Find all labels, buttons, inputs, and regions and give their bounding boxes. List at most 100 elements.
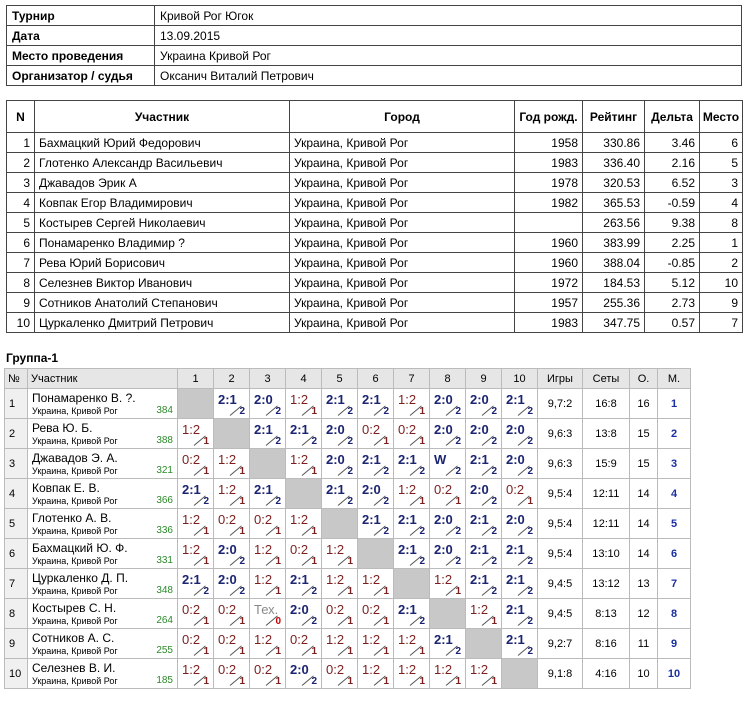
participant-name: Ковпак Е. В. <box>32 481 100 495</box>
score-cell: 1:2 1 <box>249 628 286 659</box>
player-cell: Сотников Анатолий Степанович <box>34 292 290 313</box>
score-cell: 0:2 1 <box>177 628 214 659</box>
player-cell: 2.16 <box>644 152 700 173</box>
points: 15 <box>629 418 658 449</box>
score-cell: 2:1 2 <box>465 568 502 599</box>
info-row: Организатор / судья Оксанич Виталий Петро… <box>6 65 742 86</box>
participant-name: Селезнев В. И. <box>32 661 116 675</box>
score-cell: 2:0 2 <box>285 658 322 689</box>
group-table: № Участник 1 2 3 4 5 6 7 8 9 10 Игры Сеты О. М. 1 Понамар… <box>4 368 691 689</box>
score: 2:0 <box>218 572 237 587</box>
score: 1:2 <box>326 542 345 557</box>
player-cell: Украина, Кривой Рог <box>289 232 515 253</box>
player-cell: 4 <box>699 192 743 213</box>
player-row: 8 Селезнев Виктор Иванович Украина, Кривой… <box>6 272 743 293</box>
score: 1:2 <box>182 542 201 557</box>
column-header: 5 <box>321 368 358 389</box>
player-cell: 6 <box>699 132 743 153</box>
points: 14 <box>629 508 658 539</box>
sets: 8:13 <box>582 598 630 629</box>
participant-city: Украина, Кривой Рог <box>32 436 118 446</box>
games: 9,5:4 <box>537 538 583 569</box>
score-cell: 2:0 2 <box>213 538 250 569</box>
player-row: 3 Джавадов Эрик А Украина, Кривой Рог 1978 3… <box>6 172 743 193</box>
player-cell: Украина, Кривой Рог <box>289 252 515 273</box>
score-cell: 2:1 2 <box>393 538 430 569</box>
participant-city: Украина, Кривой Рог <box>32 526 118 536</box>
self-cell <box>177 388 214 419</box>
score-cell: 0:2 1 <box>213 598 250 629</box>
games: 9,7:2 <box>537 388 583 419</box>
sets: 13:12 <box>582 568 630 599</box>
match-points: 0 <box>275 616 281 627</box>
match-points: 2 <box>491 526 497 537</box>
player-cell: 1982 <box>514 192 583 213</box>
score: 1:2 <box>362 662 381 677</box>
player-cell: 383.99 <box>582 232 645 253</box>
player-cell: 5.12 <box>644 272 700 293</box>
score-cell: 1:2 1 <box>249 538 286 569</box>
score: 0:2 <box>434 482 453 497</box>
score-cell: 1:2 1 <box>285 388 322 419</box>
match-points: 1 <box>311 406 317 417</box>
match-points: 2 <box>203 586 209 597</box>
score-cell: 1:2 1 <box>429 568 466 599</box>
player-row: 9 Сотников Анатолий Степанович Украина, Кр… <box>6 292 743 313</box>
score-cell: 2:1 2 <box>177 478 214 509</box>
score: 1:2 <box>362 632 381 647</box>
player-cell: Джавадов Эрик А <box>34 172 290 193</box>
participant-name: Цуркаленко Д. П. <box>32 571 129 585</box>
place: 7 <box>657 568 691 599</box>
place: 4 <box>657 478 691 509</box>
score: 1:2 <box>182 422 201 437</box>
player-cell: Украина, Кривой Рог <box>289 212 515 233</box>
score: 2:1 <box>434 632 453 647</box>
score-cell: 2:1 2 <box>177 568 214 599</box>
score: 2:1 <box>326 392 345 407</box>
score: 2:0 <box>506 452 525 467</box>
match-points: 1 <box>311 526 317 537</box>
sets: 15:9 <box>582 448 630 479</box>
score: 1:2 <box>362 572 381 587</box>
player-cell: -0.59 <box>644 192 700 213</box>
column-header: Участник <box>27 368 178 389</box>
score-cell: 1:2 1 <box>321 538 358 569</box>
player-cell: Понамаренко Владимир ? <box>34 232 290 253</box>
player-cell: 10 <box>699 272 743 293</box>
column-header: Игры <box>537 368 583 389</box>
score: 2:0 <box>434 392 453 407</box>
match-points: 1 <box>239 616 245 627</box>
match-points: 2 <box>311 676 317 687</box>
match-points: 1 <box>419 676 425 687</box>
match-points: 1 <box>203 676 209 687</box>
player-cell: -0.85 <box>644 252 700 273</box>
score: 2:0 <box>362 482 381 497</box>
self-cell <box>321 508 358 539</box>
score: 2:1 <box>506 392 525 407</box>
group-row: 1 Понамаренко В. ?. Украина, Кривой Рог 384… <box>4 388 691 419</box>
self-cell <box>501 658 538 689</box>
match-points: 2 <box>491 406 497 417</box>
self-cell <box>213 418 250 449</box>
score: 2:0 <box>326 422 345 437</box>
player-cell: Украина, Кривой Рог <box>289 152 515 173</box>
score-cell: 0:2 1 <box>213 508 250 539</box>
participant-city: Украина, Кривой Рог <box>32 676 118 686</box>
score-cell: 2:1 2 <box>501 538 538 569</box>
score: 2:0 <box>506 512 525 527</box>
match-points: 2 <box>203 496 209 507</box>
match-points: 2 <box>455 556 461 567</box>
points: 11 <box>629 628 658 659</box>
match-points: 2 <box>527 616 533 627</box>
score-cell: 1:2 1 <box>177 418 214 449</box>
score-cell: 0:2 1 <box>285 628 322 659</box>
player-cell: Глотенко Александр Васильевич <box>34 152 290 173</box>
score-cell: 1:2 1 <box>285 448 322 479</box>
score-cell: 2:0 2 <box>321 448 358 479</box>
player-cell: 184.53 <box>582 272 645 293</box>
match-points: 2 <box>275 496 281 507</box>
match-points: 2 <box>383 406 389 417</box>
sets: 12:11 <box>582 508 630 539</box>
player-row: 2 Глотенко Александр Васильевич Украина, К… <box>6 152 743 173</box>
